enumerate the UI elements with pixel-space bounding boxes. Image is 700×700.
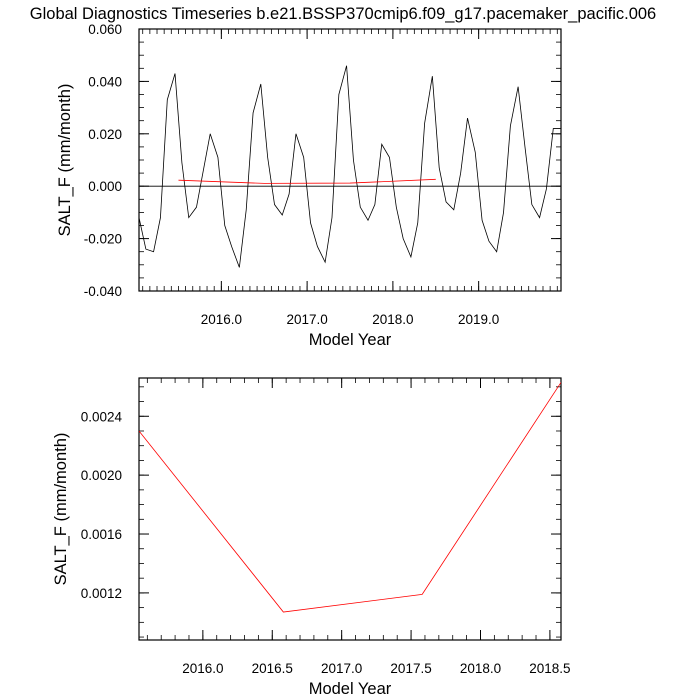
y-tick-label: 0.000 bbox=[88, 179, 122, 194]
y-tick-label: -0.040 bbox=[84, 284, 122, 299]
x-tick-label: 2018.0 bbox=[372, 312, 413, 327]
x-axis-label: Model Year bbox=[309, 680, 392, 698]
series-line-0 bbox=[139, 65, 561, 268]
y-tick-label: 0.040 bbox=[88, 74, 122, 89]
x-tick-label: 2017.0 bbox=[321, 661, 362, 676]
y-axis-label: SALT_F (mm/month) bbox=[56, 84, 74, 237]
y-tick-label: 0.060 bbox=[88, 22, 122, 37]
x-tick-label: 2016.0 bbox=[201, 312, 242, 327]
y-axis-label: SALT_F (mm/month) bbox=[52, 433, 70, 586]
y-tick-label: 0.0016 bbox=[81, 527, 122, 542]
series-line-1 bbox=[178, 178, 436, 184]
x-tick-label: 2017.5 bbox=[390, 661, 431, 676]
plot-frame bbox=[138, 28, 562, 292]
x-tick-label: 2016.0 bbox=[182, 661, 223, 676]
chart-top: 2016.0 2017.0 2018.0 2019.0 -0.040 -0.020 0.00… bbox=[56, 22, 562, 349]
x-tick-label: 2016.5 bbox=[252, 661, 293, 676]
y-tick-label: 0.0012 bbox=[81, 586, 122, 601]
y-tick-label: 0.0020 bbox=[81, 468, 122, 483]
x-tick-label: 2018.5 bbox=[529, 661, 570, 676]
y-tick-label: 0.0024 bbox=[81, 409, 123, 424]
x-tick-label: 2018.0 bbox=[460, 661, 501, 676]
x-axis-label: Model Year bbox=[309, 331, 392, 349]
series-line-0 bbox=[139, 382, 561, 613]
page-title: Global Diagnostics Timeseries b.e21.BSSP… bbox=[30, 5, 656, 23]
x-tick-label: 2019.0 bbox=[458, 312, 499, 327]
plot-frame bbox=[138, 377, 562, 641]
y-tick-label: 0.020 bbox=[88, 127, 122, 142]
x-tick-label: 2017.0 bbox=[286, 312, 327, 327]
y-tick-label: -0.020 bbox=[84, 232, 122, 247]
chart-bottom: 2016.0 2016.5 2017.0 2017.5 2018.0 2018.5 0.00… bbox=[52, 377, 571, 698]
